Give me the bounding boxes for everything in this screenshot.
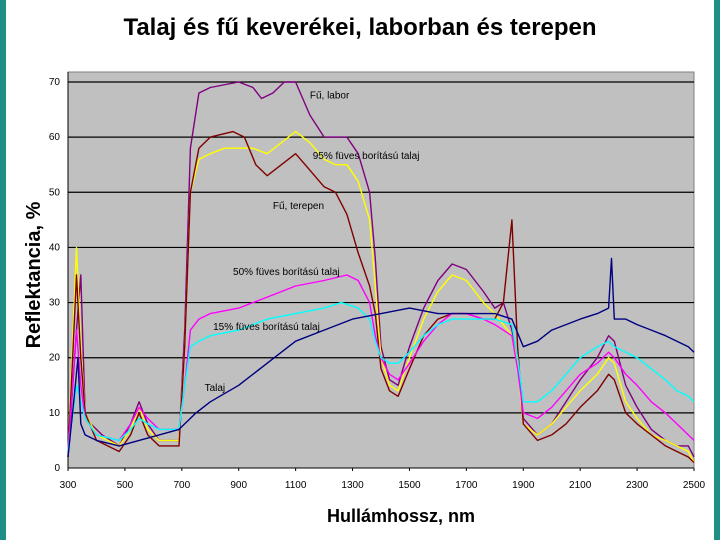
series-line-5 xyxy=(67,301,695,452)
plot-area xyxy=(67,71,695,469)
x-tick-label: 900 xyxy=(230,480,247,491)
series-annotation-1: Fű, labor xyxy=(310,91,350,102)
y-axis-label: Reflektancia, % xyxy=(23,201,45,348)
x-tick-label: 1500 xyxy=(398,480,421,491)
series-line-2 xyxy=(67,130,695,463)
y-tick-label: 40 xyxy=(49,242,61,253)
y-tick-label: 60 xyxy=(49,132,61,143)
left-border-bar xyxy=(0,0,6,540)
series-line-1 xyxy=(67,81,695,458)
x-tick-label: 1700 xyxy=(455,480,478,491)
x-tick-label: 2300 xyxy=(626,480,649,491)
y-tick-label: 70 xyxy=(49,77,61,88)
x-axis-label: Hullámhossz, nm xyxy=(327,506,475,526)
x-tick-label: 2500 xyxy=(683,480,706,491)
y-tick-label: 50 xyxy=(49,187,61,198)
x-tick-label: 1100 xyxy=(285,480,307,491)
x-tick-label: 1300 xyxy=(341,480,364,491)
right-border-bar xyxy=(714,0,720,540)
series-annotation-5: 15% füves borítású talaj xyxy=(213,322,320,333)
chart-title: Talaj és fű keverékei, laborban és terep… xyxy=(123,14,597,41)
series-annotation-6: Talaj xyxy=(205,383,226,394)
series-annotation-4: 50% füves borítású talaj xyxy=(233,267,340,278)
x-tick-label: 2100 xyxy=(569,480,592,491)
x-tick-label: 300 xyxy=(60,480,77,491)
series-annotation-3: Fű, terepen xyxy=(273,201,324,212)
y-tick-label: 0 xyxy=(54,463,60,474)
x-tick-label: 700 xyxy=(173,480,190,491)
y-tick-label: 10 xyxy=(49,408,61,419)
x-tick-label: 500 xyxy=(117,480,134,491)
series-annotation-2: 95% füves borítású talaj xyxy=(313,151,420,162)
y-tick-label: 30 xyxy=(49,298,61,309)
x-tick-label: 1900 xyxy=(512,480,535,491)
series-line-3 xyxy=(67,130,695,464)
y-tick-label: 20 xyxy=(49,353,61,364)
series-line-6 xyxy=(67,257,695,458)
series-line-4 xyxy=(67,274,695,452)
